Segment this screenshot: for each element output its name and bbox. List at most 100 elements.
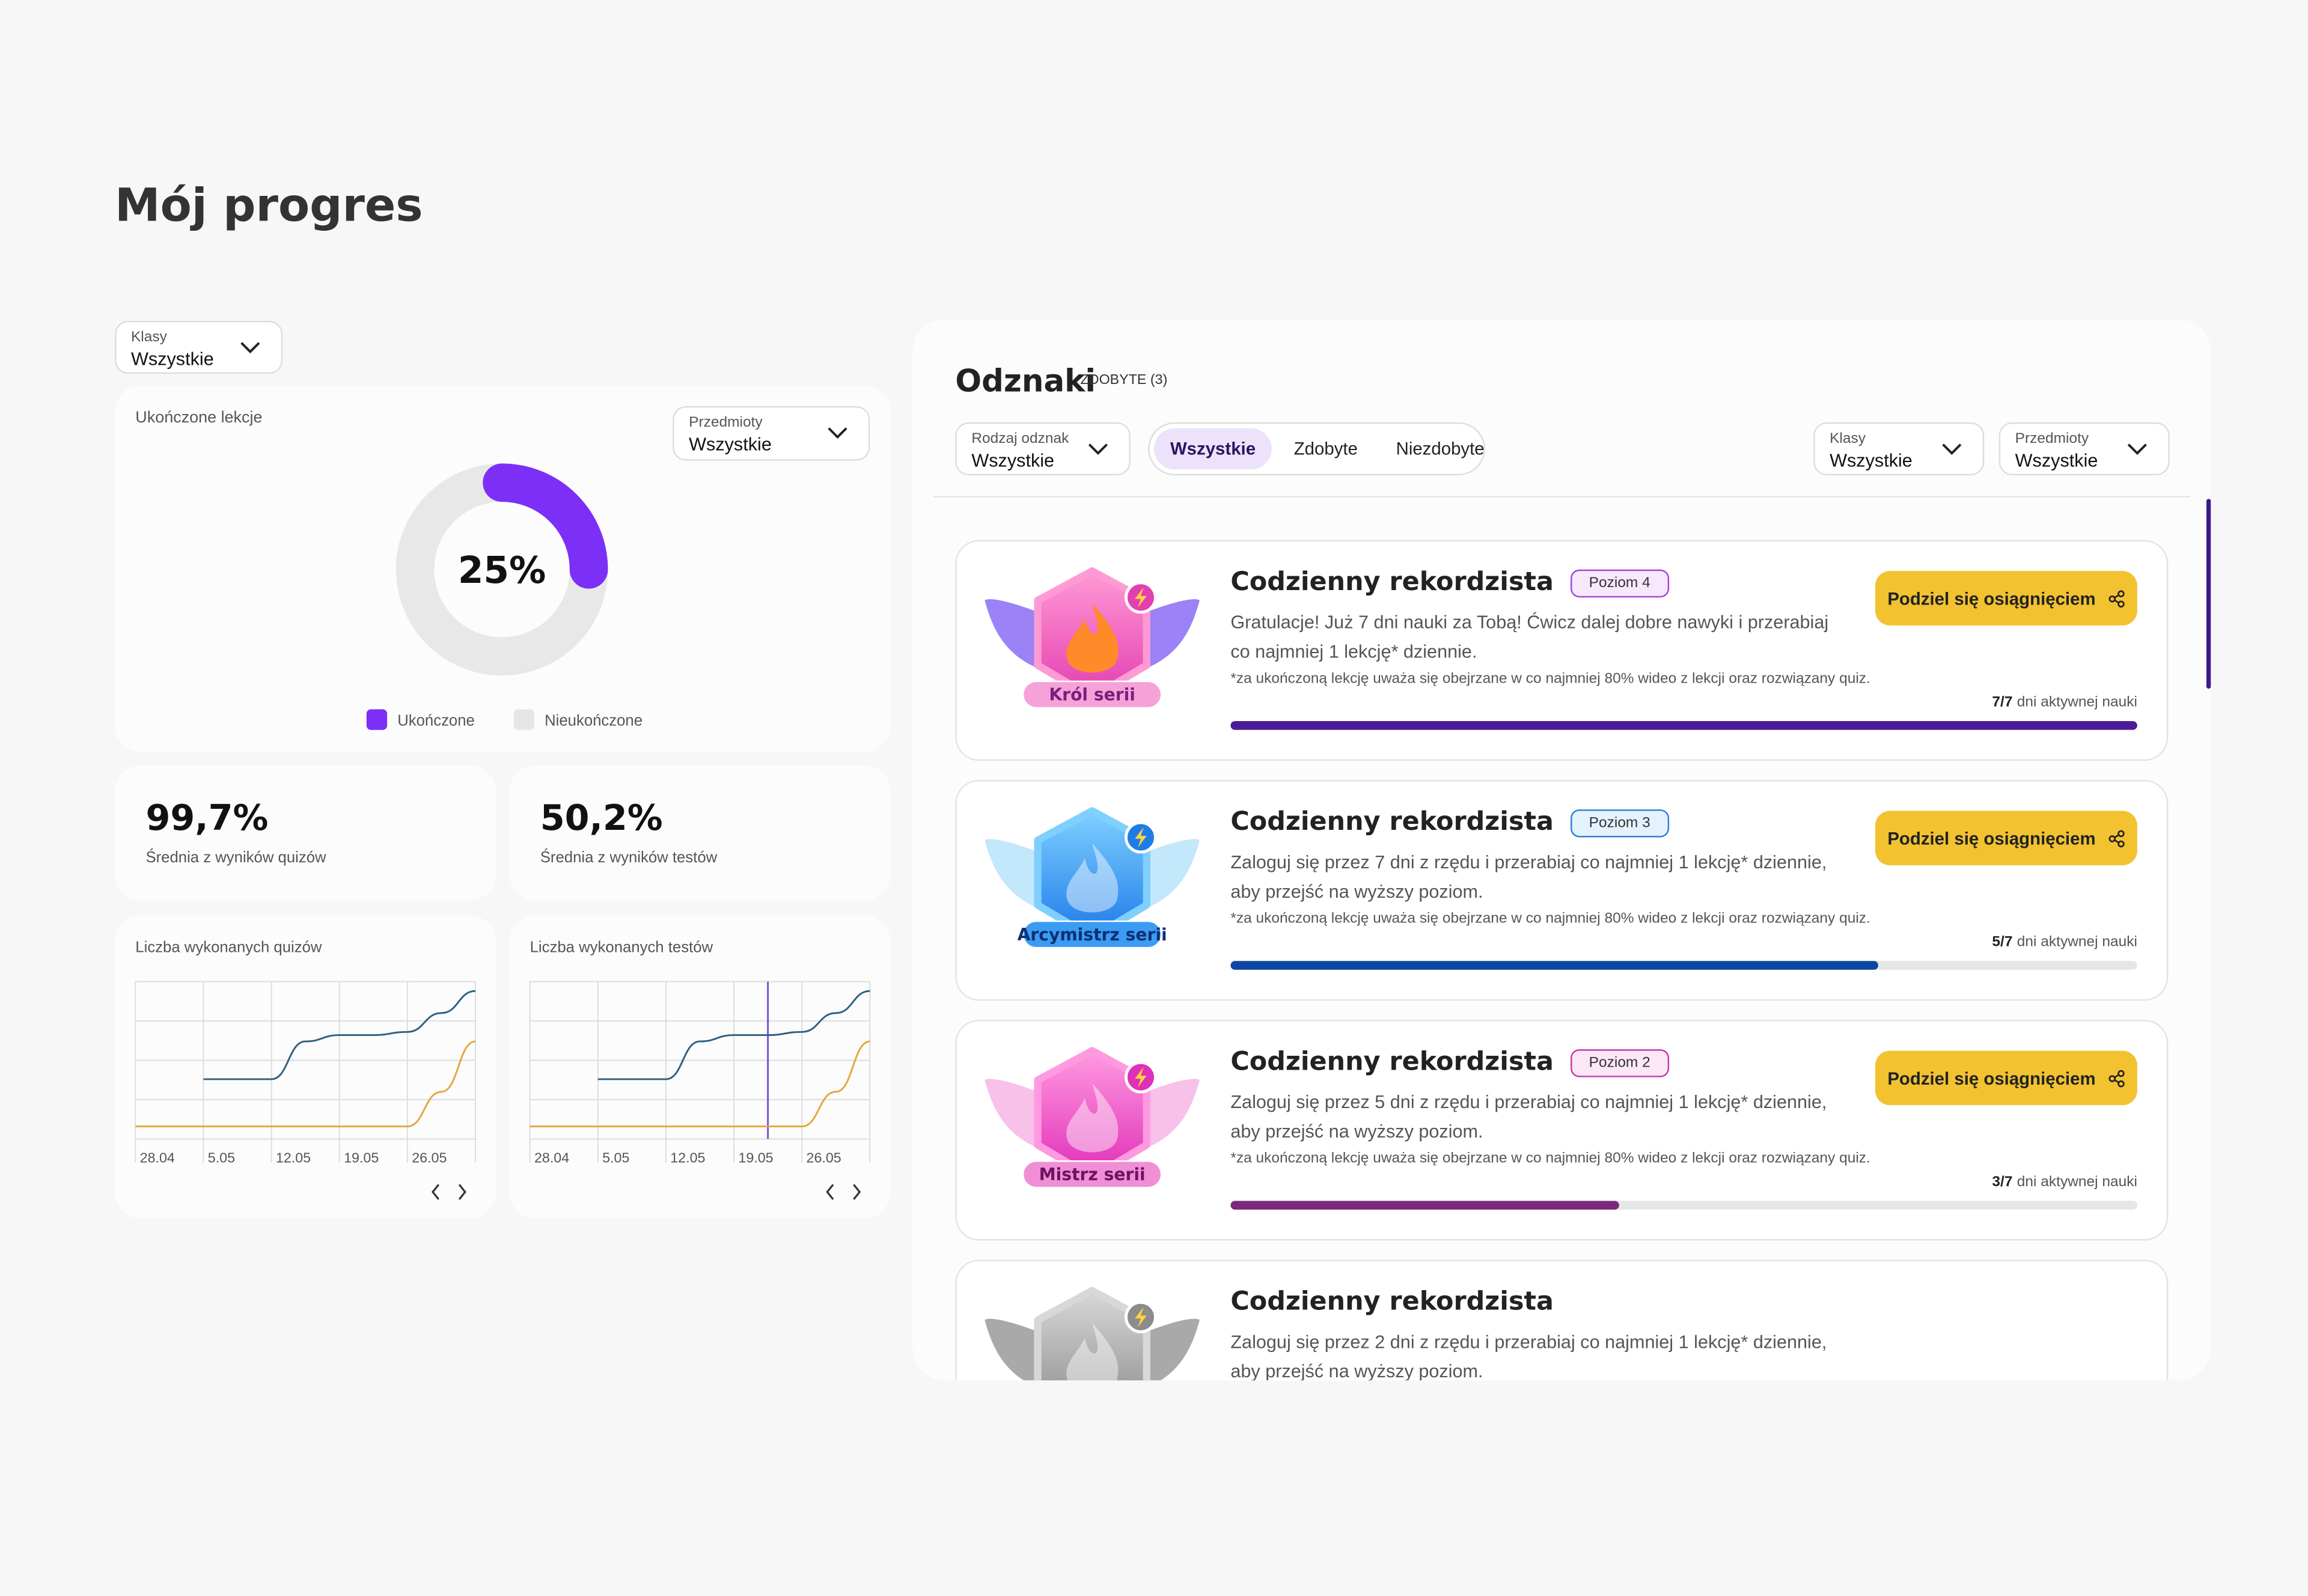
progress-text: 5/7 dni aktywnej nauki	[1992, 934, 2137, 951]
card-title: Codzienny rekordzista	[1230, 568, 1554, 598]
chevron	[1088, 443, 1108, 455]
tab-group: Wszystkie Zdobyte Niezdobyte	[1148, 422, 1486, 476]
chevron-icon	[828, 427, 847, 439]
progress-track	[1230, 721, 2137, 730]
share-dot	[2117, 589, 2124, 597]
ribbon	[1022, 920, 1162, 949]
chart-card: Liczba wykonanych testów 28.04 5.05 12.05 19…	[509, 915, 891, 1219]
badge-card: Mistrz serii Codzienny rekordzista Poziom …	[955, 1020, 2169, 1241]
badge-name: Mistrz serii	[1039, 1165, 1146, 1184]
chevron	[240, 342, 260, 354]
bolt	[1135, 1306, 1147, 1327]
ribbon	[1022, 680, 1162, 709]
next-arrow	[458, 1184, 466, 1200]
x-tick-label: 26.05	[807, 1150, 841, 1166]
x-tick-label: 19.05	[738, 1150, 773, 1166]
stat-value: 99,7%	[145, 797, 269, 839]
dropdown-label: Przedmioty	[689, 415, 763, 431]
dropdown-label: Rodzaj odznak	[971, 431, 1069, 448]
share-link	[2113, 1073, 2119, 1083]
bolt	[1135, 1067, 1147, 1088]
data-line	[203, 990, 476, 1080]
badge-icon: Mistrz serii	[985, 1047, 1200, 1189]
share-button[interactable]: Podziel się osiągnięciem	[1875, 811, 2137, 866]
level-tag: Poziom 4	[1569, 568, 1670, 597]
earned-count: ZDOBYTE (3)	[1080, 372, 1168, 389]
chart-title: Liczba wykonanych quizów	[135, 939, 322, 957]
donut-label: 25%	[458, 549, 546, 592]
panel-title: Ukończone lekcje	[135, 409, 263, 427]
bolt	[1135, 827, 1147, 848]
x-tick-label: 26.05	[412, 1150, 447, 1166]
card-title: Codzienny rekordzista	[1230, 1287, 1554, 1317]
progress-track	[1230, 961, 2137, 970]
x-tick-label: 5.05	[208, 1150, 235, 1166]
badge-icon: Arcymistrz serii	[985, 807, 1200, 949]
dropdown-value: Wszystkie	[971, 450, 1055, 471]
tab[interactable]: Zdobyte	[1293, 438, 1358, 460]
chevron-icon	[1942, 443, 1962, 455]
stat-label: Średnia z wyników quizów	[145, 849, 326, 867]
x-tick-label: 5.05	[602, 1150, 629, 1166]
next-arrow	[853, 1184, 861, 1200]
dropdown-label: Klasy	[130, 329, 167, 346]
dropdown[interactable]: Przedmioty Wszystkie	[673, 406, 870, 461]
dropdown[interactable]: Przedmioty Wszystkie	[1998, 422, 2170, 476]
progress-label: 5/7	[1992, 934, 2013, 951]
x-tick-label: 12.05	[670, 1150, 705, 1166]
dropdown[interactable]: Klasy Wszystkie	[115, 320, 283, 374]
card-note: *za ukończoną lekcję uważa się obejrzane…	[1230, 910, 1870, 927]
prev-arrow	[826, 1184, 834, 1200]
badges-panel: Odznaki ZDOBYTE (3) Rodzaj odznak Wszystkie…	[912, 319, 2211, 1381]
dropdown-label: Przedmioty	[2015, 431, 2089, 448]
badge-card: Codzienny rekordzista Zaloguj się przez 2…	[955, 1259, 2169, 1381]
title-row: Codzienny rekordzista	[1230, 1288, 1554, 1317]
progress-label: 3/7	[1992, 1174, 2013, 1191]
card-title: Codzienny rekordzista	[1230, 1047, 1554, 1077]
share-dot	[2108, 834, 2116, 842]
chart-card: Liczba wykonanych quizów 28.04 5.05 12.05 19…	[115, 915, 496, 1219]
chevron-icon	[2127, 443, 2147, 455]
badge-name: Arcymistrz serii	[1018, 925, 1167, 945]
dropdown[interactable]: Rodzaj odznak Wszystkie	[955, 422, 1131, 476]
data-line	[135, 1040, 476, 1128]
dropdown-value: Wszystkie	[130, 349, 214, 370]
progress-bar	[1230, 1201, 1619, 1210]
title-row: Codzienny rekordzista Poziom 2	[1230, 1047, 1670, 1077]
line-chart: 28.04 5.05 12.05 19.05 26.05	[529, 981, 871, 1200]
share-button[interactable]: Podziel się osiągnięciem	[1875, 1050, 2137, 1106]
share-icon	[2108, 1069, 2124, 1087]
x-tick-label: 28.04	[140, 1150, 175, 1166]
dropdown-label: Klasy	[1830, 431, 1866, 448]
page-title: Mój progres	[115, 179, 423, 233]
badge-icon	[985, 1287, 1200, 1381]
stat-value: 50,2%	[540, 797, 663, 839]
data-line	[597, 990, 870, 1080]
level-tag: Poziom 2	[1569, 1048, 1670, 1077]
card-description: Zaloguj się przez 2 dni z rzędu i przera…	[1230, 1332, 1827, 1381]
badge-name: Król serii	[1049, 685, 1135, 705]
chevron-icon	[1088, 443, 1108, 455]
progress-bar	[1230, 961, 1878, 970]
tab[interactable]: Wszystkie	[1154, 428, 1272, 470]
tab[interactable]: Niezdobyte	[1396, 438, 1485, 460]
button-label: Podziel się osiągnięciem	[1887, 1067, 2096, 1089]
share-dot	[2108, 1074, 2116, 1082]
legend-swatch	[366, 709, 388, 730]
card-description: Zaloguj się przez 5 dni z rzędu i przera…	[1230, 1092, 1827, 1142]
share-dot	[2108, 594, 2116, 602]
chart-title: Liczba wykonanych testów	[530, 939, 713, 957]
button-label: Podziel się osiągnięciem	[1887, 588, 2096, 609]
share-dot	[2117, 1069, 2124, 1077]
progress-track	[1230, 1201, 2137, 1210]
dropdown-value: Wszystkie	[2015, 450, 2098, 471]
dropdown[interactable]: Klasy Wszystkie	[1813, 422, 1985, 476]
flame	[1066, 1323, 1119, 1381]
scrollbar	[2206, 499, 2211, 689]
x-tick-label: 28.04	[534, 1150, 569, 1166]
share-button[interactable]: Podziel się osiągnięciem	[1875, 571, 2137, 626]
line-chart: 28.04 5.05 12.05 19.05 26.05	[135, 981, 477, 1200]
ribbon	[1022, 1160, 1162, 1189]
dropdown-value: Wszystkie	[689, 434, 772, 455]
